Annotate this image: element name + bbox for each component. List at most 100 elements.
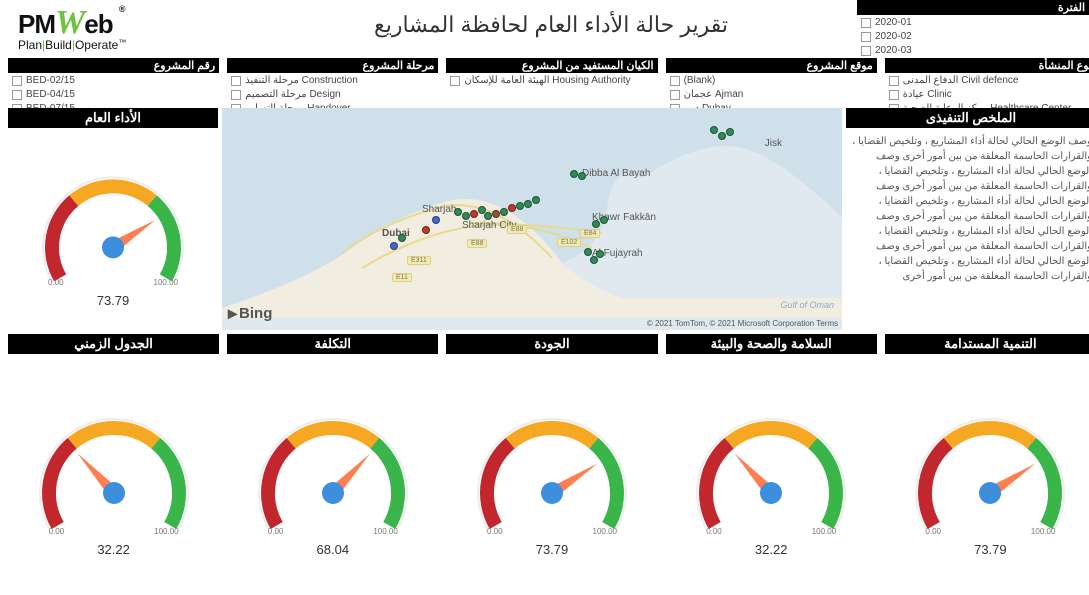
panel-map[interactable]: ▸Bing © 2021 TomTom, © 2021 Microsoft Co… [222, 108, 842, 330]
map-marker[interactable] [470, 210, 478, 218]
filter-item[interactable]: 2020-02 [859, 30, 1087, 44]
city-label: Sharjah [422, 204, 456, 215]
bing-logo: ▸Bing [228, 303, 272, 324]
map-marker[interactable] [492, 210, 500, 218]
checkbox-icon[interactable] [889, 90, 899, 100]
filter-item-label: (Blank) [684, 74, 716, 88]
slicer-header: موقع المشروع [666, 58, 877, 73]
filter-item[interactable]: عجمان Ajman [668, 88, 875, 102]
filter-item-label: الهيئة العامة للإسكان Housing Authority [464, 74, 630, 88]
filter-item-label: 2020-03 [875, 44, 912, 58]
logo-text1: PM [18, 9, 55, 39]
gauge-value: 32.22 [97, 542, 130, 557]
gauge-chart [243, 392, 423, 545]
panel-gauge: التكلفة0.00100.0068.04 [227, 334, 438, 592]
gauge-min: 0.00 [49, 527, 65, 536]
city-label: Jisk [765, 138, 782, 149]
map-marker[interactable] [590, 256, 598, 264]
filter-item[interactable]: 2020-03 [859, 44, 1087, 58]
gauge-header: التنمية المستدامة [885, 334, 1089, 354]
map-marker[interactable] [484, 212, 492, 220]
panel-overall-gauge: الأداء العام 0.00100.0073.79 [8, 108, 218, 330]
filter-item[interactable]: الدفاع المدنى Civil defence [887, 74, 1089, 88]
filter-item-label: الدفاع المدنى Civil defence [903, 74, 1019, 88]
gauge-chart [28, 152, 198, 297]
filter-period-header: الفترة [857, 0, 1089, 15]
gauge-min: 0.00 [925, 527, 941, 536]
map-marker[interactable] [422, 226, 430, 234]
overall-header: الأداء العام [8, 108, 218, 128]
gauge-min: 0.00 [706, 527, 722, 536]
gauge-max: 100.00 [593, 527, 617, 536]
road-shield: E88 [507, 225, 527, 234]
filter-item[interactable]: BED-02/15 [10, 74, 217, 88]
checkbox-icon[interactable] [12, 76, 22, 86]
logo-registered: ® [119, 4, 125, 14]
filter-item-label: مرحلة التصميم Design [245, 88, 340, 102]
slicer-header: مرحلة المشروع [227, 58, 438, 73]
gauge-header: الجدول الزمني [8, 334, 219, 354]
road-shield: E102 [557, 238, 581, 247]
map-marker[interactable] [592, 220, 600, 228]
road-shield: E11 [392, 273, 412, 282]
gauge-max: 100.00 [154, 278, 178, 287]
filter-item[interactable]: عيادة Clinic [887, 88, 1089, 102]
map-marker[interactable] [584, 248, 592, 256]
map-marker[interactable] [516, 202, 524, 210]
map-marker[interactable] [432, 216, 440, 224]
map-marker[interactable] [398, 234, 406, 242]
filter-item-label: BED-02/15 [26, 74, 75, 88]
gauge-value: 32.22 [755, 542, 788, 557]
checkbox-icon[interactable] [12, 90, 22, 100]
checkbox-icon[interactable] [889, 76, 899, 86]
road-shield: E88 [467, 239, 487, 248]
gauge-max: 100.00 [154, 527, 178, 536]
checkbox-icon[interactable] [450, 76, 460, 86]
slicer-header: نوع المنشأة [885, 58, 1089, 73]
map-marker[interactable] [462, 212, 470, 220]
map-marker[interactable] [454, 208, 462, 216]
map-attribution: © 2021 TomTom, © 2021 Microsoft Corporat… [647, 319, 838, 328]
filter-item-label: 2020-02 [875, 30, 912, 44]
gauge-chart [462, 392, 642, 545]
checkbox-icon[interactable] [861, 32, 871, 42]
map-marker[interactable] [508, 204, 516, 212]
brand-logo: PMWeb ® Plan|Build|Operate™ [0, 0, 245, 52]
map-marker[interactable] [532, 196, 540, 204]
map-marker[interactable] [726, 128, 734, 136]
filter-period[interactable]: الفترة 2020-012020-022020-03 [857, 0, 1089, 59]
checkbox-icon[interactable] [861, 18, 871, 28]
filter-item[interactable]: (Blank) [668, 74, 875, 88]
filter-item[interactable]: 2020-01 [859, 16, 1087, 30]
filter-item[interactable]: مرحلة التصميم Design [229, 88, 436, 102]
gauge-min: 0.00 [268, 527, 284, 536]
gauge-header: الجودة [446, 334, 657, 354]
filter-item-label: 2020-01 [875, 16, 912, 30]
panel-summary: الملخص التنفيذى وصف الوضع الحالي لحالة أ… [846, 108, 1089, 330]
gauge-min: 0.00 [48, 278, 64, 287]
map-marker[interactable] [600, 216, 608, 224]
gauge-value: 68.04 [317, 542, 350, 557]
map-marker[interactable] [570, 170, 578, 178]
map-marker[interactable] [718, 132, 726, 140]
checkbox-icon[interactable] [670, 90, 680, 100]
filter-item[interactable]: مرحلة التنفيذ Construction [229, 74, 436, 88]
checkbox-icon[interactable] [861, 46, 871, 56]
gauge-header: التكلفة [227, 334, 438, 354]
map-marker[interactable] [578, 172, 586, 180]
checkbox-icon[interactable] [670, 76, 680, 86]
map-marker[interactable] [524, 200, 532, 208]
map-marker[interactable] [710, 126, 718, 134]
filter-item[interactable]: BED-04/15 [10, 88, 217, 102]
gauge-value: 73.79 [536, 542, 569, 557]
checkbox-icon[interactable] [231, 90, 241, 100]
city-label: Dibba Al Bayah [582, 168, 650, 179]
filter-item[interactable]: الهيئة العامة للإسكان Housing Authority [448, 74, 655, 88]
summary-body: وصف الوضع الحالي لحالة أداء المشاريع ، و… [846, 130, 1089, 288]
map-marker[interactable] [500, 208, 508, 216]
gauge-chart [681, 392, 861, 545]
panel-gauge: الجودة0.00100.0073.79 [446, 334, 657, 592]
map-marker[interactable] [390, 242, 398, 250]
checkbox-icon[interactable] [231, 76, 241, 86]
gauge-max: 100.00 [1031, 527, 1055, 536]
